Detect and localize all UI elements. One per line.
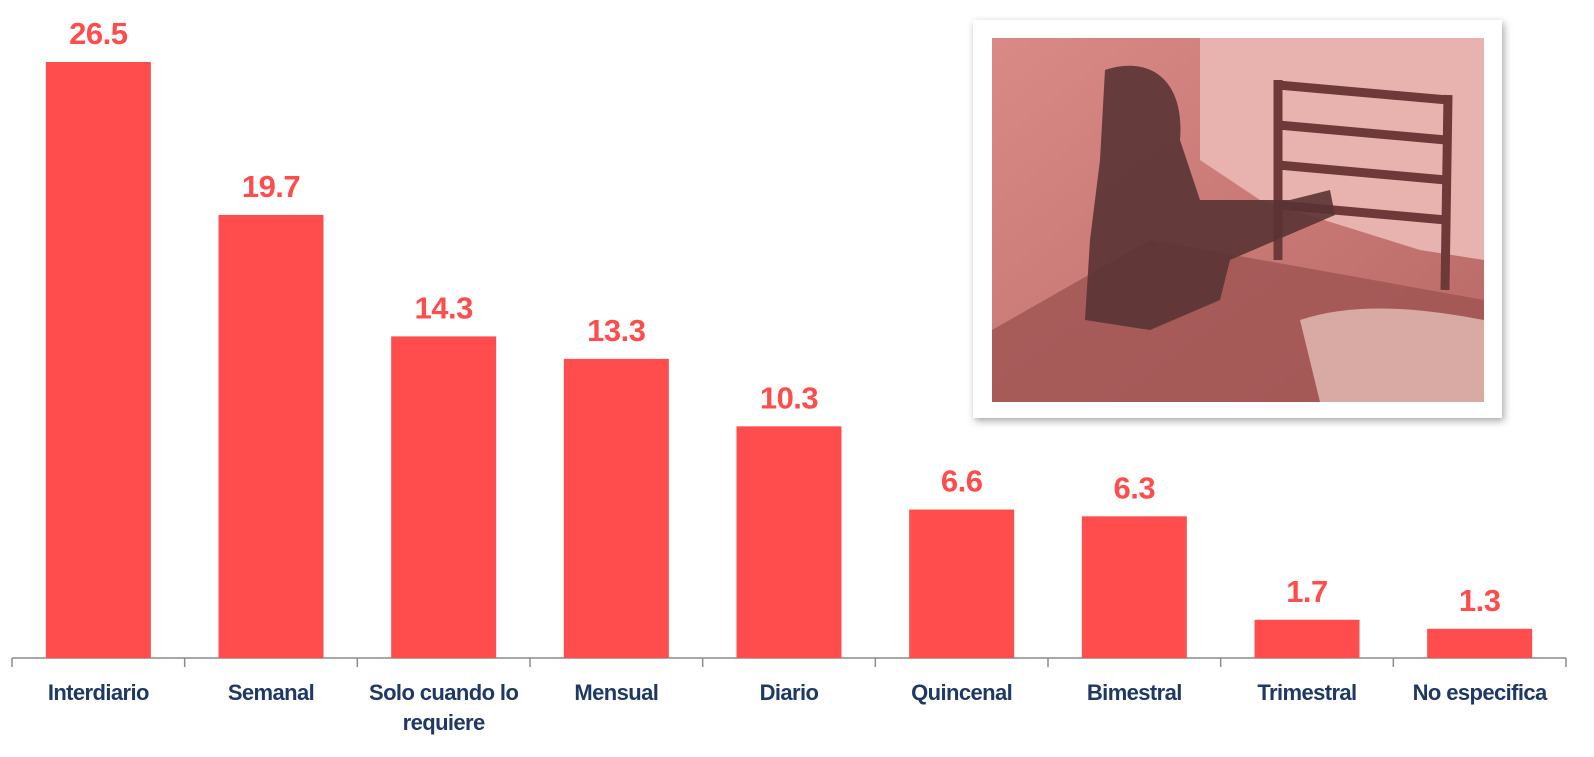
value-label: 10.3 [760, 380, 819, 415]
x-tick-label: Bimestral [1086, 680, 1182, 705]
x-tick-label: No especifica [1412, 680, 1548, 705]
photo-person [1085, 65, 1335, 331]
bar [1427, 628, 1533, 658]
bar [1254, 619, 1360, 658]
x-tick-label: Interdiario [47, 680, 150, 705]
value-label: 6.3 [1114, 470, 1156, 505]
photo [973, 20, 1502, 418]
x-tick-label: Mensual [574, 680, 659, 705]
bar [218, 214, 324, 658]
value-label: 1.7 [1286, 574, 1328, 609]
x-tick-label: Solo cuando lo requiere [369, 680, 519, 735]
value-label: 1.3 [1459, 583, 1501, 618]
bar [391, 336, 497, 658]
value-label: 6.6 [941, 464, 983, 499]
value-label: 26.5 [69, 16, 128, 51]
x-tick-label: Trimestral [1257, 680, 1357, 705]
bar [563, 358, 669, 658]
x-tick-label: Diario [759, 680, 819, 705]
x-tick-label: Semanal [227, 680, 315, 705]
value-label: 14.3 [414, 290, 473, 325]
bar [909, 509, 1015, 658]
photo-child [1300, 308, 1484, 402]
x-tick-label: Quincenal [911, 680, 1013, 705]
bar [736, 426, 842, 658]
bar [45, 62, 151, 658]
value-label: 19.7 [242, 169, 300, 204]
value-label: 13.3 [587, 313, 646, 348]
bar [1081, 516, 1187, 658]
